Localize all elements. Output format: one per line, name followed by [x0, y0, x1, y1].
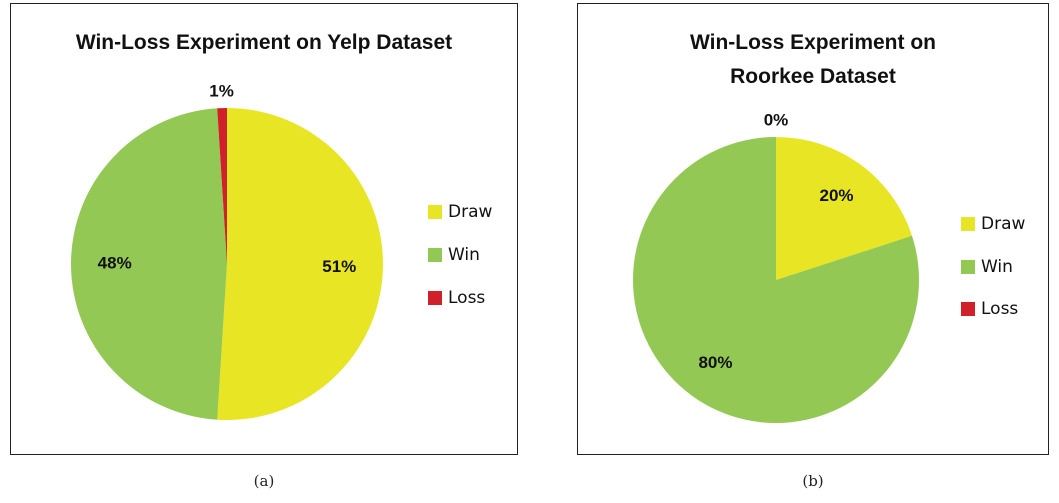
value-label: 0%: [764, 110, 789, 129]
chart-title: Win-Loss Experiment on Yelp Dataset: [75, 31, 453, 54]
value-label: 80%: [698, 353, 732, 372]
value-label: 51%: [322, 257, 356, 276]
legend-label: Loss: [981, 299, 1018, 319]
legend-swatch: [961, 260, 975, 274]
chart-panel: Win-Loss Experiment on Roorkee Dataset 20…: [577, 3, 1049, 455]
pie-slice: [70, 108, 227, 420]
caption: (b): [802, 472, 824, 490]
value-label: 48%: [98, 253, 132, 272]
legend-label: Draw: [448, 202, 492, 222]
chart: 51% 48% 1% Draw Win Loss: [70, 82, 492, 421]
pie-slice: [217, 108, 227, 264]
chart-title: Win-Loss Experiment on Roorkee Dataset: [689, 31, 936, 88]
legend-label: Draw: [981, 214, 1025, 234]
chart: 20% 80% 0% Draw Win Loss: [632, 110, 1025, 423]
legend-swatch: [428, 248, 442, 262]
legend-swatch: [428, 205, 442, 219]
legend-label: Win: [981, 257, 1013, 277]
caption: (a): [253, 472, 275, 490]
pie-slice: [776, 137, 913, 280]
pie-slice: [217, 108, 384, 421]
legend-swatch: [961, 217, 975, 231]
legend-swatch: [961, 302, 975, 316]
chart-panel: Win-Loss Experiment on Yelp Dataset 51% 48…: [10, 3, 518, 455]
legend-label: Loss: [448, 288, 485, 308]
pie-slice: [632, 137, 919, 423]
value-label: 20%: [820, 186, 854, 205]
legend-label: Win: [448, 245, 480, 265]
legend-swatch: [428, 291, 442, 305]
value-label: 1%: [209, 82, 234, 101]
